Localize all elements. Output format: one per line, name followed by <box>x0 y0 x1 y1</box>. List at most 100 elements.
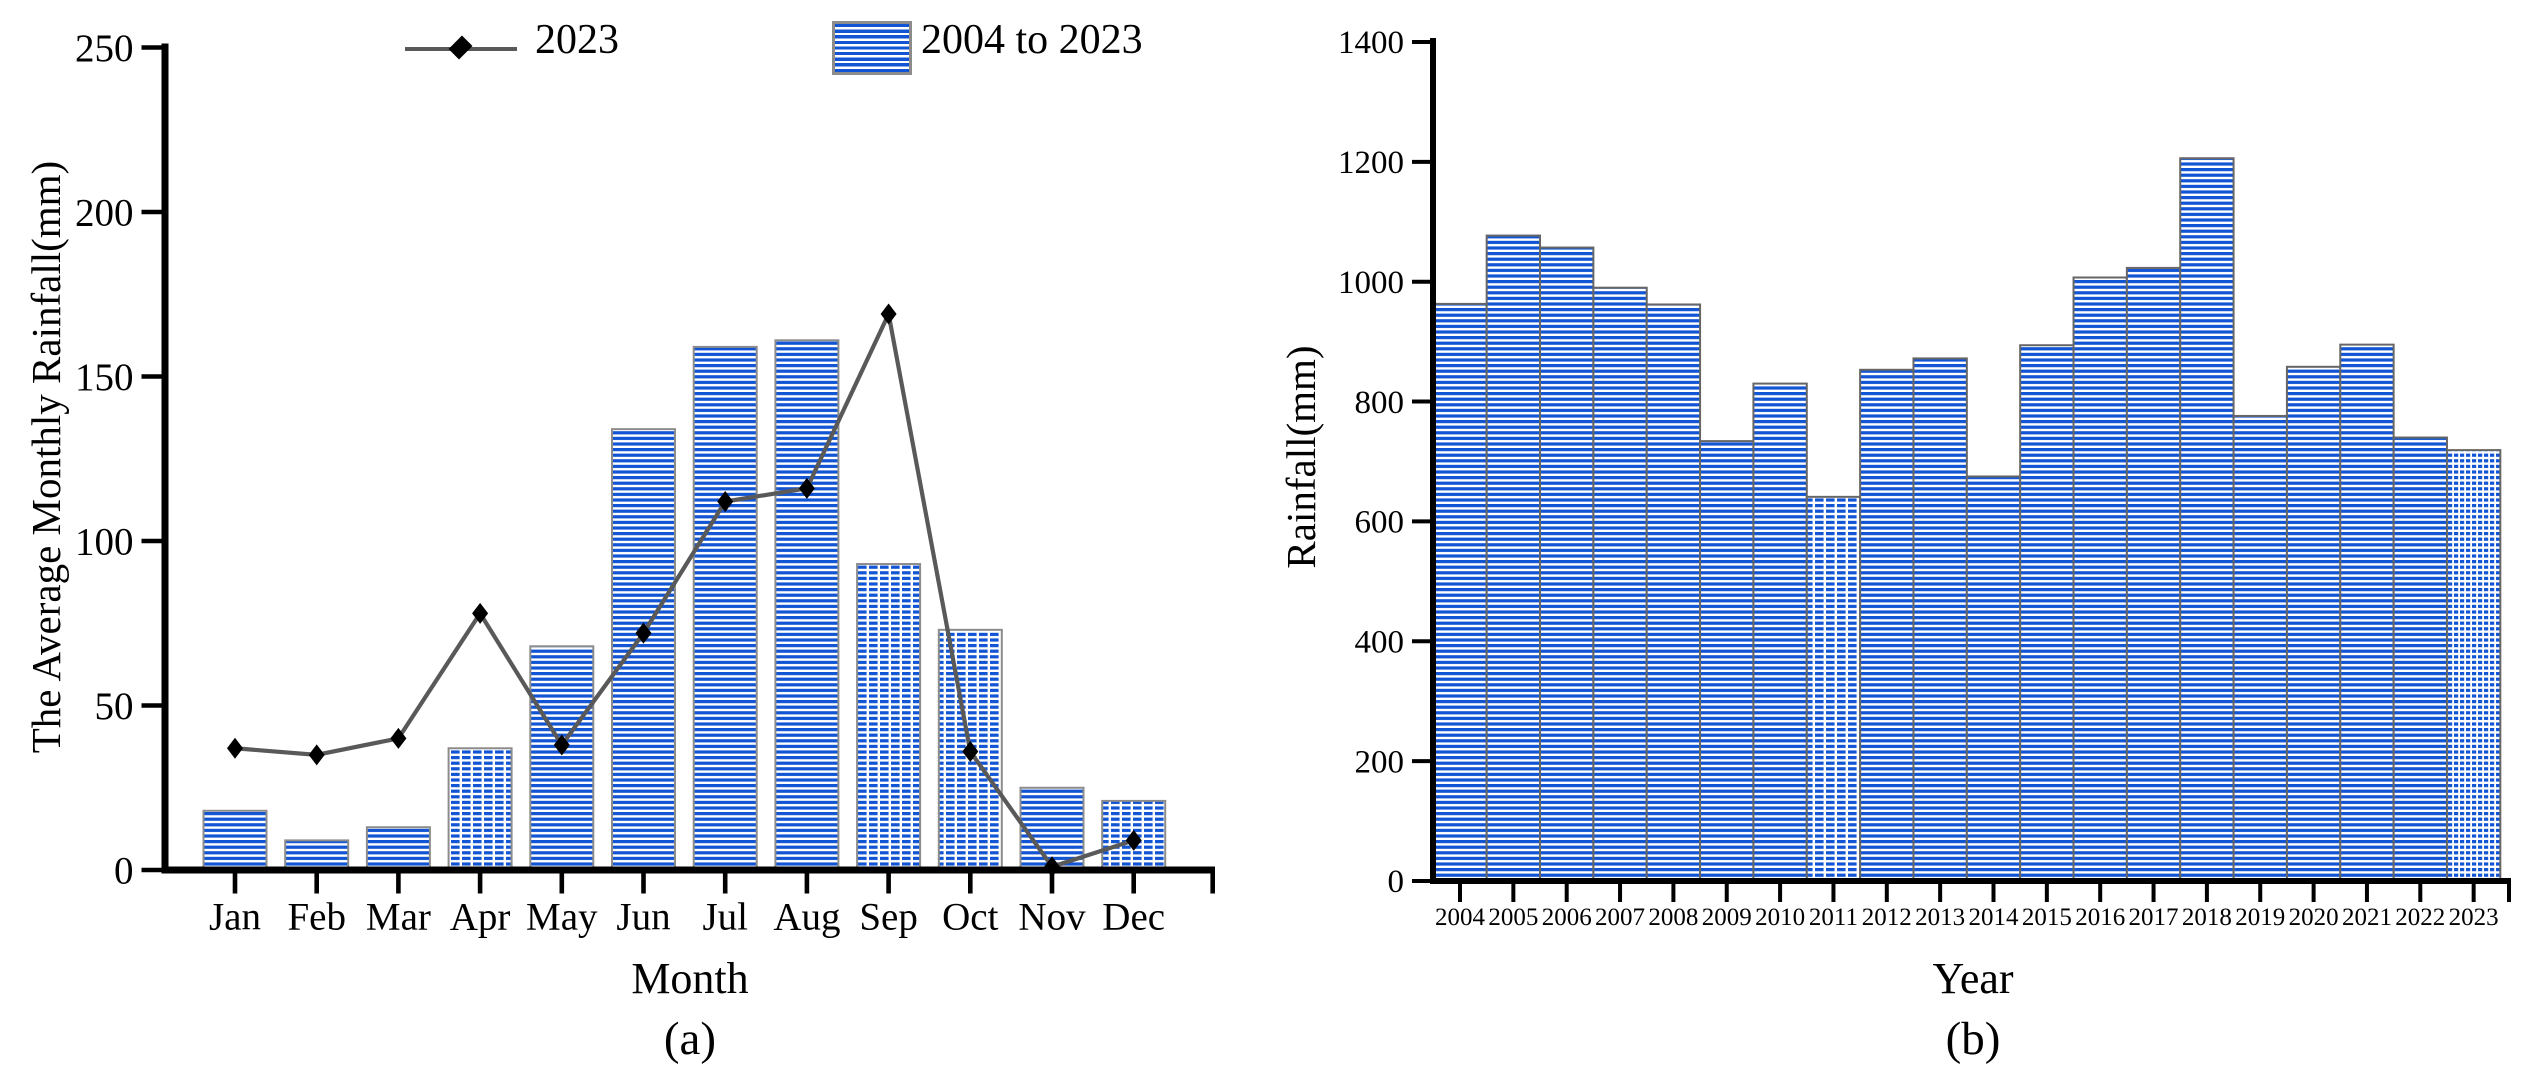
bar-Feb <box>284 839 350 872</box>
marker-Nov <box>1044 856 1060 878</box>
panel-label-a: (a) <box>663 1013 717 1065</box>
bar-2010 <box>1752 382 1808 882</box>
bar-2020 <box>2285 365 2342 882</box>
marker-Jan <box>227 737 243 759</box>
bar-May <box>529 645 595 872</box>
bar-2015 <box>2019 344 2075 882</box>
marker-Jun <box>635 622 652 644</box>
y-tick-label: 50 <box>95 685 134 728</box>
bars-b <box>1432 157 2502 883</box>
y-axis-title-a: The Average Monthly Rainfall(mm) <box>23 160 69 754</box>
x-tick-label-2014: 2014 <box>1969 904 2020 931</box>
x-tick-label-2007: 2007 <box>1595 904 1645 931</box>
marker-Sep <box>880 303 897 325</box>
x-tick-label-2022: 2022 <box>2395 904 2445 931</box>
marker-Feb <box>308 744 325 766</box>
bar-2017 <box>2125 266 2182 883</box>
x-tick-label-Nov: Nov <box>1018 895 1086 938</box>
panel-a: 0 50 100 150 200 250 Jan Feb Mar Apr May Jun Jul Aug S… <box>75 27 1215 938</box>
bars-a <box>202 339 1167 872</box>
x-tick-label-2023: 2023 <box>2449 904 2499 931</box>
bar-2012 <box>1859 368 1915 882</box>
bar-2008 <box>1645 303 1702 882</box>
legend-label-2004-2023: 2004 to 2023 <box>921 17 1143 63</box>
x-tick-label-2004: 2004 <box>1435 904 1486 931</box>
y-axis-title-b: Rainfall(mm) <box>1278 345 1324 569</box>
x-tick-label-2011: 2011 <box>1809 904 1858 931</box>
bar-2009 <box>1699 440 1755 882</box>
x-tick-label-Apr: Apr <box>450 895 511 938</box>
x-tick-label-2020: 2020 <box>2289 904 2339 931</box>
x-tick-label-Feb: Feb <box>287 895 346 938</box>
bar-Jun <box>611 428 676 871</box>
legend-bar-swatch <box>832 21 912 75</box>
legend-label-2023: 2023 <box>535 17 619 63</box>
marker-Dec <box>1125 829 1142 851</box>
x-tick-label-2015: 2015 <box>2022 904 2072 931</box>
y-tick-label: 400 <box>1355 625 1405 661</box>
axes-a: 0 50 100 150 200 250 Jan Feb Mar Apr May Jun Jul Aug S… <box>75 27 1215 938</box>
x-tick-label-2016: 2016 <box>2075 904 2125 931</box>
x-tick-label-2006: 2006 <box>1542 904 1592 931</box>
bar-2007 <box>1592 286 1648 882</box>
y-tick-label: 200 <box>1355 744 1405 780</box>
bar-Aug <box>774 339 840 871</box>
bar-2005 <box>1485 234 1542 882</box>
x-tick-label-2005: 2005 <box>1488 904 1538 931</box>
x-tick-label-Oct: Oct <box>942 895 998 938</box>
y-tick-label: 1400 <box>1338 25 1404 61</box>
x-tick-label-2012: 2012 <box>1862 904 1912 931</box>
x-tick-label-2018: 2018 <box>2182 904 2232 931</box>
y-tick-label: 150 <box>75 356 134 399</box>
y-tick-label: 0 <box>114 849 134 892</box>
bar-Apr <box>447 747 513 872</box>
bar-2011 <box>1805 495 1862 882</box>
x-tick-label-2009: 2009 <box>1702 904 1752 931</box>
x-tick-label-2008: 2008 <box>1648 904 1698 931</box>
marker-Jul <box>717 491 734 513</box>
y-tick-label: 200 <box>75 191 134 234</box>
x-tick-label-Jun: Jun <box>616 895 670 938</box>
bar-Jul <box>692 345 758 871</box>
bar-Sep <box>856 563 922 872</box>
bar-2019 <box>2232 414 2288 882</box>
bar-2023 <box>2445 449 2502 882</box>
bar-2018 <box>2179 157 2235 882</box>
marker-Aug <box>798 477 815 499</box>
y-tick-label: 250 <box>75 27 134 70</box>
line-series-2023 <box>227 303 1142 878</box>
y-tick-label: 1000 <box>1338 265 1404 301</box>
x-tick-label-2013: 2013 <box>1915 904 1965 931</box>
x-axis-title-a: Month <box>631 954 749 1003</box>
x-tick-label-Dec: Dec <box>1102 895 1165 938</box>
marker-Oct <box>962 741 979 763</box>
bar-2022 <box>2392 436 2448 882</box>
bar-2013 <box>1912 357 1968 882</box>
y-tick-label: 600 <box>1355 505 1405 541</box>
y-tick-label: 0 <box>1388 864 1405 900</box>
bar-2014 <box>1965 475 2022 882</box>
y-tick-label: 1200 <box>1338 145 1404 181</box>
x-tick-label-2019: 2019 <box>2235 904 2285 931</box>
x-tick-label-2021: 2021 <box>2342 904 2392 931</box>
y-tick-label: 100 <box>75 520 134 563</box>
x-tick-label-Aug: Aug <box>773 895 840 938</box>
x-tick-label-2010: 2010 <box>1755 904 1805 931</box>
panel-label-b: (b) <box>1945 1013 2001 1065</box>
marker-Apr <box>472 602 489 624</box>
bar-2016 <box>2072 276 2128 883</box>
x-tick-label-Jul: Jul <box>702 895 748 938</box>
bar-Mar <box>365 826 431 871</box>
bar-2006 <box>1539 246 1595 882</box>
y-tick-label: 800 <box>1355 385 1405 421</box>
bar-Jan <box>202 809 268 872</box>
x-tick-label-Sep: Sep <box>859 895 918 938</box>
x-tick-label-Jan: Jan <box>209 895 261 938</box>
marker-Mar <box>390 727 407 749</box>
x-tick-label-2017: 2017 <box>2129 904 2179 931</box>
marker-May <box>553 734 570 756</box>
